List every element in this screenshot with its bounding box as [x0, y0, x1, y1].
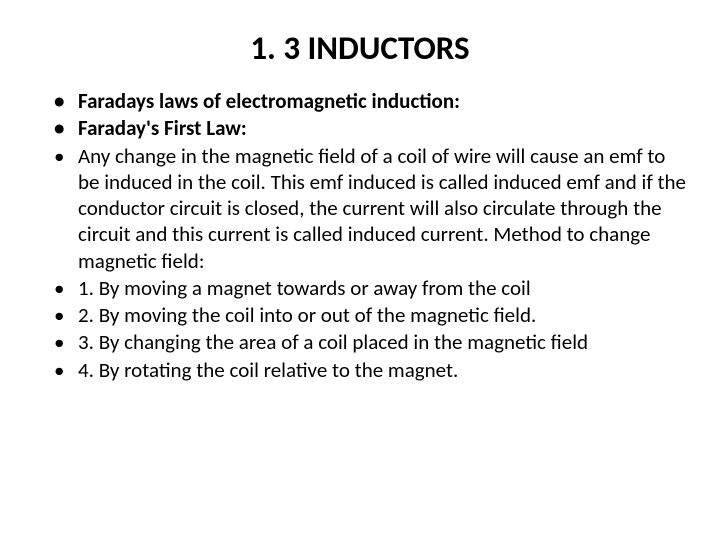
- list-item: 3. By changing the area of a coil placed…: [78, 329, 690, 355]
- list-item: Faraday's First Law:: [78, 115, 690, 141]
- bullet-list: Faradays laws of electromagnetic inducti…: [30, 88, 690, 383]
- slide-title: 1. 3 INDUCTORS: [30, 28, 690, 68]
- list-item: 2. By moving the coil into or out of the…: [78, 302, 690, 328]
- list-item: 1. By moving a magnet towards or away fr…: [78, 275, 690, 301]
- list-item: 4. By rotating the coil relative to the …: [78, 357, 690, 383]
- list-item: Any change in the magnetic field of a co…: [78, 143, 690, 274]
- list-item: Faradays laws of electromagnetic inducti…: [78, 88, 690, 114]
